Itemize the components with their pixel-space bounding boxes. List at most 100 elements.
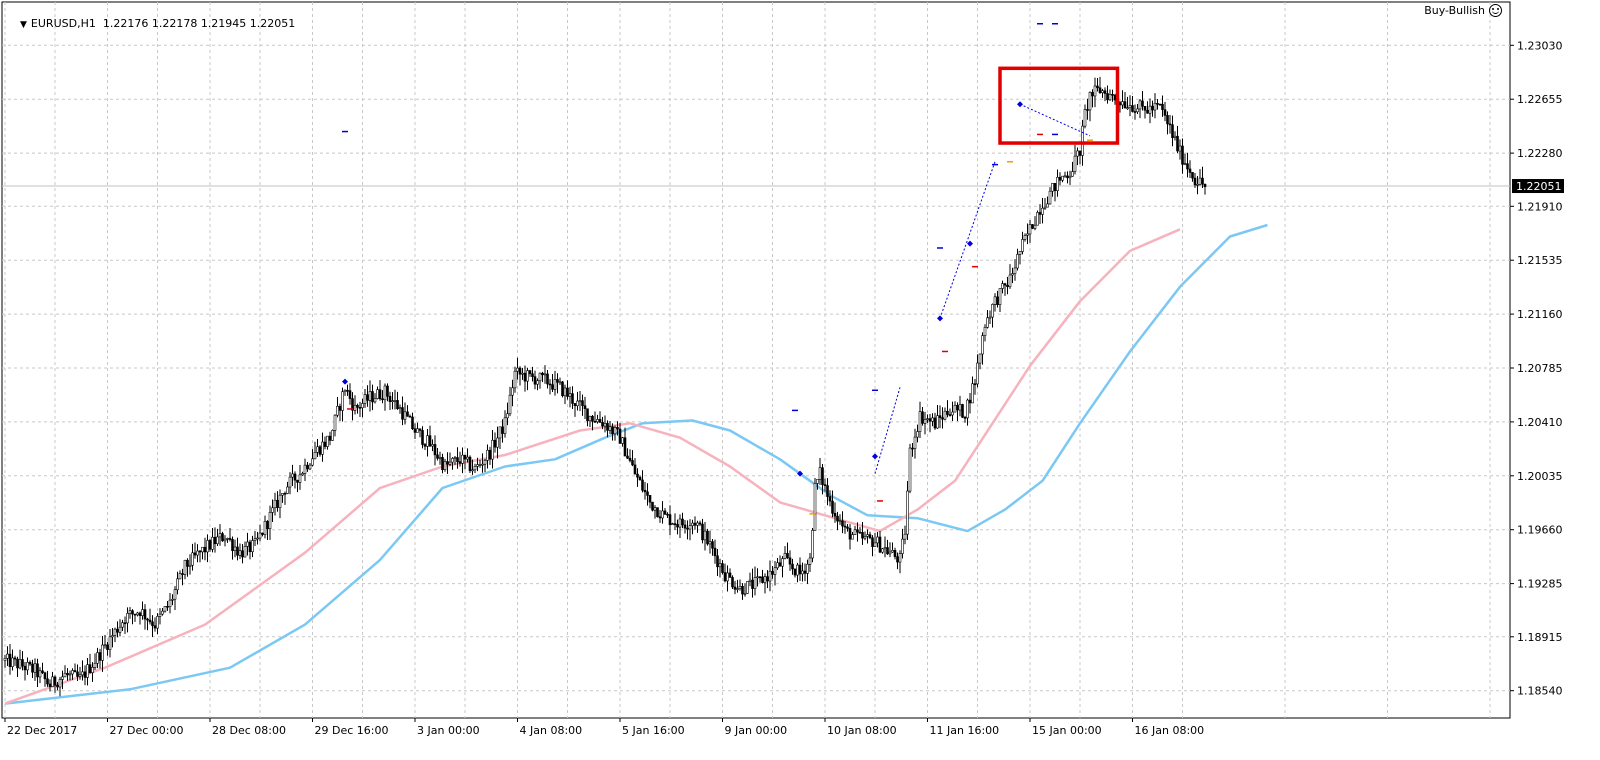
candle-body [178,573,182,580]
candle-body [596,419,599,423]
candle-body [751,579,754,589]
candle-body [558,381,562,384]
candle-body [793,568,797,576]
candle-body [126,613,129,624]
candle-body [891,550,894,553]
candle-body [1186,163,1189,170]
candle-body [883,547,887,550]
candle-body [841,520,844,527]
candle-body [806,563,809,574]
candle-body [493,439,497,448]
candle-body [496,437,499,448]
candle-body [221,533,224,542]
candle-body [1126,107,1129,110]
candle-body [341,391,344,411]
candle-body [1138,100,1142,110]
candle-body [1133,111,1137,113]
candle-body [641,479,644,491]
candle-body [961,404,964,418]
y-tick-label: 1.18915 [1517,631,1563,644]
candle-body [1048,190,1052,205]
candle-body [471,469,474,472]
candle-body [848,528,852,540]
candle-body [853,529,857,535]
candle-body [621,437,624,444]
candle-body [383,385,387,401]
candle-body [613,427,617,435]
candle-body [33,663,37,673]
candle-body [46,678,49,685]
candle-body [1076,150,1079,157]
candle-body [326,435,329,447]
candle-body [601,422,604,427]
candle-body [176,578,179,591]
symbol-timeframe: EURUSD,H1 [30,17,96,30]
candle-body [918,411,922,432]
y-tick-label: 1.22655 [1517,93,1563,106]
candle-body [273,499,277,509]
candle-body [253,538,257,541]
candle-body [506,413,509,419]
candle-body [1121,101,1124,106]
candle-body [726,572,729,582]
candle-body [308,464,312,470]
candle-body [556,379,559,383]
candle-body [288,476,292,488]
candle-body [31,663,34,673]
candle-body [453,457,457,459]
candle-body [171,598,174,601]
candle-body [66,672,69,676]
candle-body [123,622,127,625]
y-tick-label: 1.21535 [1517,254,1563,267]
candle-body [456,457,459,462]
candle-body [201,546,204,553]
candle-body [811,530,814,559]
candle-body [976,362,979,385]
dropdown-triangle-icon[interactable]: ▼ [20,20,27,30]
candle-body [861,532,864,539]
highlight-box [998,66,1120,145]
candle-body [851,534,854,540]
candle-body [608,426,612,431]
candle-body [1053,183,1057,191]
candle-body [541,372,544,376]
candle-body [528,370,532,375]
candle-body [398,407,402,410]
candle-body [191,552,194,566]
candle-body [223,538,227,542]
candle-body [951,411,954,416]
candle-body [521,372,524,375]
candle-body [101,644,104,661]
candle-body [863,536,867,539]
candle-body [623,437,627,457]
candle-body [428,435,432,447]
candle-body [1018,251,1022,255]
expert-advisor-label[interactable]: Buy-Bullish [1424,4,1502,17]
candle-body [473,466,477,471]
candle-body [108,636,112,650]
candle-body [511,387,514,396]
candle-body [536,380,539,385]
candle-body [73,670,77,673]
candle-body [1188,168,1192,173]
candle-body [673,523,677,525]
signal-diamond-blue [1017,101,1023,108]
candle-body [136,612,139,616]
candle-body [353,404,357,411]
candle-body [1203,183,1207,188]
candle-body [931,417,934,422]
candle-body [36,663,39,678]
candle-body [168,599,172,607]
candle-body [788,557,792,565]
candle-body [1033,224,1037,229]
candle-body [438,457,442,459]
candle-body [821,467,824,485]
candle-body [963,416,967,419]
candles-group [3,76,1207,697]
candle-body [363,394,367,404]
candle-body [923,419,927,424]
y-tick-label: 1.20785 [1517,362,1563,375]
candle-body [676,524,679,528]
